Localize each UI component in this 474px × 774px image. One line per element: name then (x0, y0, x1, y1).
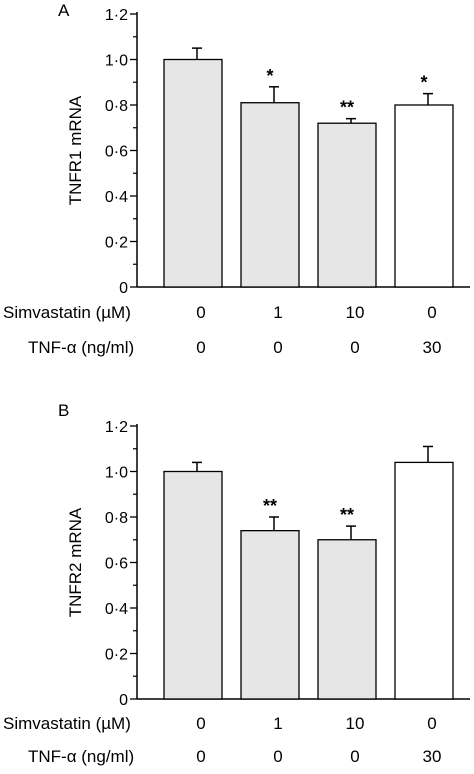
row-label: Simvastatin (µM) (3, 714, 131, 733)
row-value: 0 (273, 747, 282, 766)
y-tick-label: 1·0 (105, 465, 128, 482)
bar (394, 461, 454, 700)
y-tick-label: 0·6 (105, 556, 128, 573)
bar (317, 122, 377, 288)
row-value: 0 (196, 338, 205, 357)
bar (394, 104, 454, 288)
significance-marker: * (266, 66, 273, 86)
y-axis-title: TNFR2 mRNA (66, 507, 85, 617)
y-tick-label: 1·2 (105, 7, 128, 24)
bar (240, 102, 300, 288)
bar (163, 58, 223, 288)
y-tick-label: 0·8 (105, 510, 128, 527)
row-value: 30 (423, 338, 442, 357)
row-value: 0 (196, 714, 205, 733)
panel-label: A (58, 1, 70, 20)
row-value: 10 (346, 714, 365, 733)
y-tick-label: 0·2 (105, 647, 128, 664)
row-value: 0 (427, 303, 436, 322)
row-label: TNF-α (ng/ml) (28, 338, 134, 357)
row-value: 30 (423, 747, 442, 766)
y-tick-label: 0·2 (105, 235, 128, 252)
y-tick-label: 0 (119, 280, 128, 297)
row-value: 0 (427, 714, 436, 733)
row-value: 0 (350, 338, 359, 357)
y-tick-label: 0·8 (105, 98, 128, 115)
chart-panel-b: B 0 0·2 0·4 0·6 0·8 1·0 1·2 TNFR2 mRNA ** ** Simvas… (3, 401, 470, 766)
y-tick-label: 0·4 (105, 189, 128, 206)
bar (317, 539, 377, 700)
row-value: 10 (346, 303, 365, 322)
bar (240, 530, 300, 700)
y-tick-label: 1·0 (105, 53, 128, 70)
row-label: TNF-α (ng/ml) (28, 747, 134, 766)
y-axis-title: TNFR1 mRNA (66, 95, 85, 205)
y-tick-label: 0·6 (105, 144, 128, 161)
row-value: 0 (196, 303, 205, 322)
panel-label: B (58, 401, 69, 420)
significance-marker: ** (340, 98, 354, 118)
significance-marker: ** (263, 496, 277, 516)
y-tick-label: 1·2 (105, 419, 128, 436)
bar (163, 470, 223, 700)
row-value: 0 (273, 338, 282, 357)
row-label: Simvastatin (µM) (3, 303, 131, 322)
significance-marker: ** (340, 505, 354, 525)
y-tick-label: 0 (119, 692, 128, 709)
y-tick-label: 0·4 (105, 601, 128, 618)
row-value: 0 (350, 747, 359, 766)
row-value: 1 (273, 714, 282, 733)
row-value: 0 (196, 747, 205, 766)
row-value: 1 (273, 303, 282, 322)
significance-marker: * (420, 73, 427, 93)
